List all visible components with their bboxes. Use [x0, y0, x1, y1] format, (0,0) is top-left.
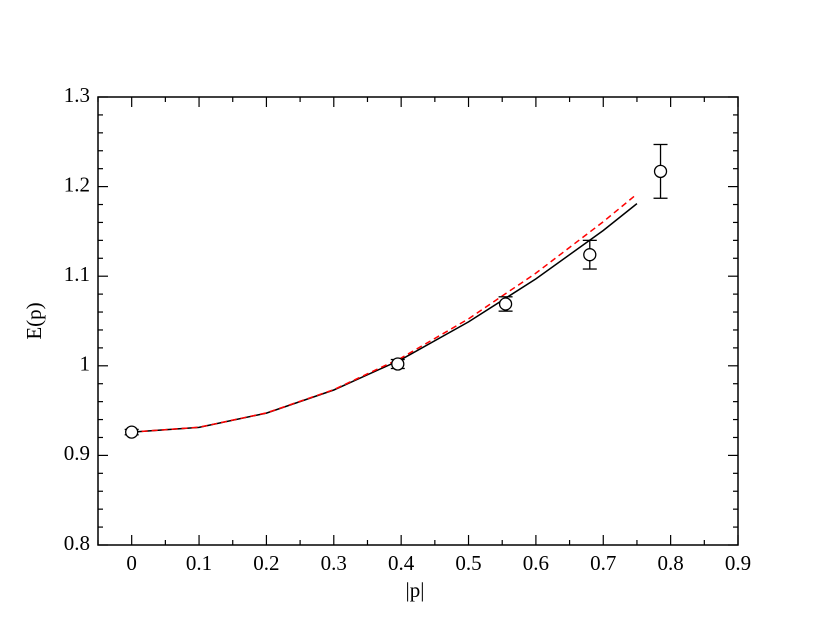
x-tick-label: 0 [126, 551, 137, 575]
x-axis-label: |p| [406, 578, 425, 602]
fit-curve [131, 193, 638, 433]
x-tick-label: 0.1 [186, 551, 212, 575]
x-tick-label: 0.2 [253, 551, 279, 575]
x-tick-label: 0.5 [455, 551, 481, 575]
x-tick-label: 0.8 [658, 551, 684, 575]
x-tick-label: 0.4 [388, 551, 415, 575]
x-tick-label: 0.7 [590, 551, 616, 575]
y-tick-label: 1 [80, 352, 91, 376]
x-tick-label: 0.9 [725, 551, 751, 575]
fit-curve [131, 203, 638, 433]
data-point [125, 425, 139, 439]
y-tick-label: 1.2 [64, 172, 90, 196]
y-axis-label: E(p) [22, 302, 46, 339]
data-point [583, 248, 597, 262]
data-point [498, 297, 513, 311]
x-tick-label: 0.6 [523, 551, 549, 575]
y-tick-label: 0.9 [64, 441, 90, 465]
data-point [391, 357, 405, 371]
y-tick-label: 1.3 [64, 83, 90, 107]
x-tick-label: 0.3 [321, 551, 347, 575]
y-tick-label: 1.1 [64, 262, 90, 286]
data-point [653, 164, 668, 179]
plot-frame [97, 96, 739, 546]
y-tick-label: 0.8 [64, 531, 90, 555]
